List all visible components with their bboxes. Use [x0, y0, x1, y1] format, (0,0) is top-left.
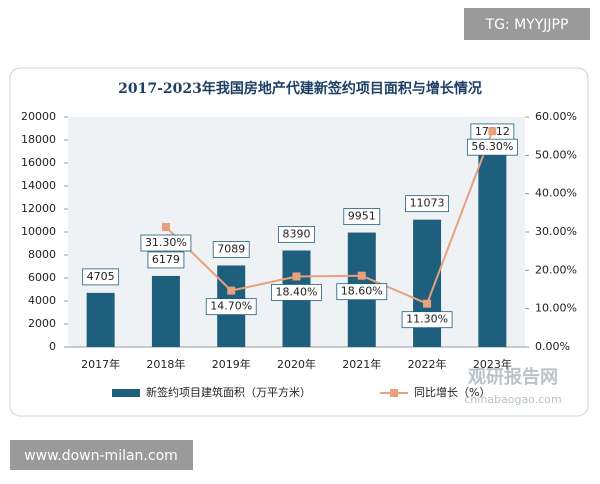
line-value-label-box — [140, 234, 192, 252]
y-tick-label: 0 — [49, 340, 56, 353]
x-tick-label: 2018年 — [146, 357, 185, 371]
y-tick-label: 8000 — [28, 248, 56, 261]
x-tick-label: 2020年 — [277, 357, 316, 371]
line-value-label: 56.30% — [471, 140, 513, 153]
watermark-box — [10, 440, 193, 470]
line-value-label-box — [401, 311, 453, 329]
line-marker — [357, 271, 366, 280]
y2-tick-label: 20.00% — [535, 263, 577, 276]
line-marker — [292, 272, 301, 281]
y-tick-label: 14000 — [21, 179, 56, 192]
y-tick-label: 2000 — [28, 317, 56, 330]
bar-value-label: 11073 — [410, 197, 445, 210]
line-marker — [161, 223, 170, 232]
logo-url: chinabaogao.com — [464, 393, 562, 406]
chart-title: 2017-2023年我国房地产代建新签约项目面积与增长情况 — [118, 80, 482, 97]
y2-tick-label: 40.00% — [535, 187, 577, 200]
y2-tick-label: 60.00% — [535, 110, 577, 123]
legend-label: 新签约项目建筑面积（万平方米） — [146, 385, 311, 399]
bar-value-label: 9951 — [348, 210, 376, 223]
y-tick-label: 10000 — [21, 225, 56, 238]
x-tick-label: 2021年 — [342, 357, 381, 371]
y2-tick-label: 30.00% — [535, 225, 577, 238]
bar-value-label-box — [278, 226, 315, 243]
bar-value-label: 7089 — [217, 242, 245, 255]
y2-tick-label: 10.00% — [535, 302, 577, 315]
x-tick-label: 2022年 — [408, 357, 447, 371]
y2-tick-label: 50.00% — [535, 148, 577, 161]
line-value-label-box — [205, 298, 257, 316]
bar-value-label-box — [343, 208, 381, 225]
bar-value-label-box — [82, 268, 120, 286]
line-value-label-box — [466, 138, 518, 156]
x-tick-label: 2019年 — [212, 357, 251, 371]
bar — [151, 275, 180, 347]
bar — [86, 292, 115, 347]
y-tick-label: 12000 — [21, 202, 56, 215]
legend-label: 同比增长（%） — [414, 385, 490, 399]
line-marker — [227, 286, 236, 295]
line-marker — [488, 127, 497, 136]
line-value-label: 11.30% — [406, 313, 448, 326]
y-tick-label: 18000 — [21, 133, 56, 146]
bar-value-label: 4705 — [87, 270, 115, 283]
bar — [478, 147, 507, 347]
line-value-label-box — [336, 283, 388, 301]
y-tick-label: 16000 — [21, 156, 56, 169]
watermark: TG: MYYJJPP — [485, 17, 569, 33]
bar-value-label: 6179 — [152, 253, 180, 266]
line-value-label: 31.30% — [145, 236, 187, 249]
watermark: www.down-milan.com — [24, 448, 178, 464]
x-tick-label: 2023年 — [473, 357, 512, 371]
bar-value-label-box — [147, 251, 185, 269]
x-tick-label: 2017年 — [81, 357, 120, 371]
watermark-box — [464, 8, 590, 40]
y-tick-label: 6000 — [28, 271, 56, 284]
logo-name: 观研报告网 — [468, 366, 558, 388]
line-value-label-box — [271, 284, 322, 301]
growth-line — [165, 130, 494, 306]
line-value-label: 18.60% — [341, 285, 383, 298]
line-marker — [423, 299, 432, 308]
legend-swatch — [390, 389, 398, 397]
line-value-label: 14.70% — [210, 300, 252, 313]
line-value-label: 18.40% — [276, 285, 318, 298]
y2-tick-label: 0.00% — [535, 340, 570, 353]
bar-value-label: 8390 — [283, 228, 311, 241]
y-tick-label: 20000 — [21, 110, 56, 123]
legend-swatch — [112, 389, 140, 397]
bar-value-label-box — [405, 195, 449, 213]
y-tick-label: 4000 — [28, 294, 56, 307]
bar-value-label-box — [212, 241, 250, 258]
